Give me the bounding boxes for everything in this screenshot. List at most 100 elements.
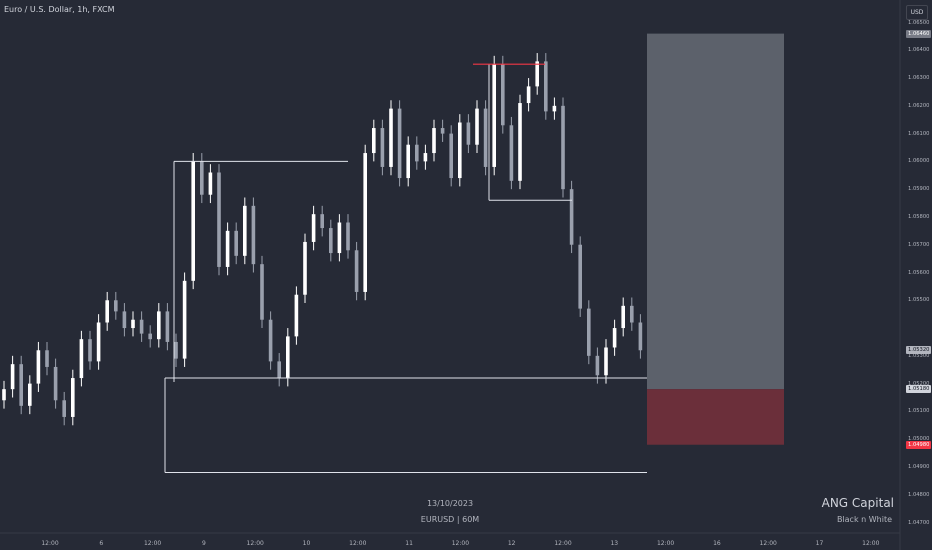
candle-body bbox=[88, 339, 92, 362]
candle-body bbox=[363, 153, 367, 292]
candle-body bbox=[406, 144, 410, 179]
candle-body bbox=[638, 322, 643, 351]
candle-body bbox=[182, 280, 187, 359]
candle-body bbox=[526, 86, 531, 104]
time-tick-label: 12:00 bbox=[862, 540, 880, 547]
candle-body bbox=[329, 228, 333, 254]
price-tick-label: 1.04700 bbox=[908, 519, 930, 526]
candle-body bbox=[148, 333, 152, 340]
candle-body bbox=[509, 125, 514, 181]
candle-body bbox=[311, 214, 316, 242]
candle-body bbox=[595, 355, 600, 376]
candle-body bbox=[19, 364, 23, 406]
candle-body bbox=[139, 319, 144, 334]
candle-body bbox=[53, 366, 58, 401]
candle-body bbox=[174, 341, 178, 359]
price-tick-label: 1.05300 bbox=[908, 352, 930, 359]
time-tick-label: 6 bbox=[99, 540, 104, 547]
candle-body bbox=[105, 300, 109, 323]
candle-body bbox=[260, 264, 264, 320]
candle-body bbox=[251, 205, 256, 265]
candle-body bbox=[200, 161, 204, 195]
candle-body bbox=[389, 108, 393, 167]
time-tick-label: 12:00 bbox=[451, 540, 470, 547]
price-tick-label: 1.06500 bbox=[908, 19, 930, 26]
candle-body bbox=[587, 308, 591, 356]
price-tick-label: 1.05100 bbox=[908, 408, 930, 415]
time-tick-label: 11 bbox=[405, 540, 413, 547]
time-tick-label: 17 bbox=[815, 540, 824, 547]
price-tick-label: 1.04800 bbox=[908, 491, 930, 498]
candle-body bbox=[475, 108, 479, 145]
candle-body bbox=[466, 122, 471, 145]
candle-body bbox=[208, 172, 213, 195]
candle-body bbox=[630, 305, 634, 323]
candle-body bbox=[165, 311, 170, 342]
candle-body bbox=[544, 61, 548, 112]
candle-body bbox=[157, 311, 161, 340]
time-tick-label: 12:00 bbox=[143, 540, 162, 547]
chart-title: Euro / U.S. Dollar, 1h, FXCM bbox=[4, 5, 115, 14]
candle-body bbox=[320, 214, 324, 229]
stop-zone bbox=[647, 389, 784, 445]
currency-unit-button[interactable]: USD bbox=[906, 5, 928, 20]
candle-body bbox=[423, 153, 428, 162]
candle-body bbox=[492, 64, 496, 167]
price-label-last: 1.05320 bbox=[906, 346, 932, 355]
candle-body bbox=[217, 172, 221, 267]
price-tick-label: 1.06000 bbox=[908, 158, 930, 165]
price-tick-label: 1.06400 bbox=[908, 47, 930, 54]
candle-body bbox=[79, 339, 84, 379]
candle-body bbox=[501, 64, 505, 126]
candle-body bbox=[10, 364, 15, 390]
candle-body bbox=[28, 383, 32, 406]
time-tick-label: 12:00 bbox=[759, 540, 777, 547]
candle-body bbox=[191, 161, 195, 281]
candle-body bbox=[621, 305, 625, 329]
candle-body bbox=[122, 311, 127, 329]
price-label-target: 1.06460 bbox=[906, 29, 932, 38]
price-label-stop: 1.04980 bbox=[906, 440, 932, 449]
candle-body bbox=[354, 250, 359, 292]
candle-body bbox=[483, 108, 488, 167]
watermark-symbol: EURUSD | 60M bbox=[420, 515, 480, 524]
candle-body bbox=[397, 108, 402, 179]
price-tick-label: 1.05000 bbox=[908, 436, 930, 443]
candle-body bbox=[552, 105, 557, 112]
candle-body bbox=[225, 230, 230, 267]
candle-body bbox=[561, 105, 565, 190]
price-tick-label: 1.06300 bbox=[908, 75, 930, 82]
watermark-date: 13/10/2023 bbox=[426, 499, 474, 508]
candle-body bbox=[294, 294, 299, 337]
candle-body bbox=[440, 128, 445, 134]
price-tick-label: 1.05900 bbox=[908, 186, 930, 193]
price-tick-label: 1.05200 bbox=[908, 380, 930, 387]
time-tick-label: 16 bbox=[713, 540, 721, 547]
candle-body bbox=[2, 389, 6, 401]
candle-body bbox=[380, 128, 385, 167]
candle-body bbox=[71, 378, 75, 417]
price-tick-label: 1.05800 bbox=[908, 213, 930, 220]
candle-body bbox=[268, 319, 273, 362]
brand-name: ANG Capital bbox=[821, 496, 894, 510]
candle-body bbox=[612, 328, 617, 348]
candle-body bbox=[449, 133, 453, 179]
candle-body bbox=[372, 128, 376, 154]
candle-body bbox=[45, 350, 49, 367]
candle-body bbox=[432, 128, 436, 154]
candle-body bbox=[131, 319, 135, 329]
candle-body bbox=[277, 361, 281, 379]
candle-body bbox=[62, 400, 66, 417]
candle-body bbox=[96, 322, 101, 362]
time-tick-label: 12:00 bbox=[349, 540, 367, 547]
candle-body bbox=[535, 61, 539, 87]
candle-body bbox=[234, 230, 238, 256]
candle-body bbox=[337, 222, 342, 254]
candle-body bbox=[36, 350, 41, 384]
brand-subtitle: Black n White bbox=[836, 515, 892, 524]
target-zone bbox=[647, 33, 784, 390]
candle-body bbox=[604, 347, 608, 376]
price-tick-label: 1.05500 bbox=[908, 297, 930, 304]
